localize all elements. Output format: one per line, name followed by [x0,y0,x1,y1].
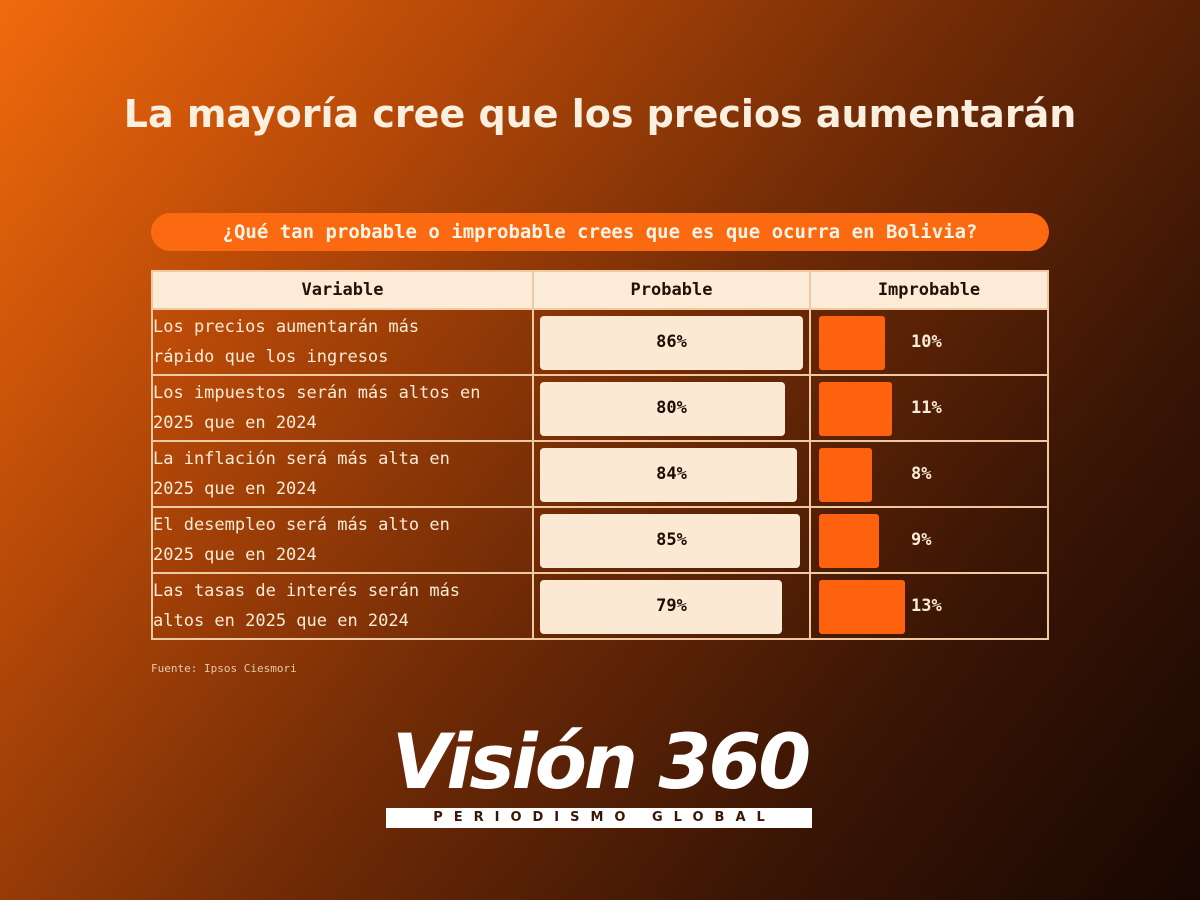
table-row: La inflación será más alta en 2025 que e… [151,440,1049,508]
probable-cell: 80% [532,374,811,442]
table-row: Los impuestos serán más altos en 2025 qu… [151,374,1049,442]
improbable-cell: 10% [809,308,1049,376]
probable-bar [540,382,785,436]
probable-cell: 86% [532,308,811,376]
probable-value-label: 85% [656,530,687,550]
survey-table: Variable Probable Improbable Los precios… [151,270,1049,640]
improbable-value-label: 10% [911,332,942,352]
probable-cell: 85% [532,506,811,574]
probable-bar [540,580,782,634]
probable-bar [540,514,800,568]
probable-value-label: 80% [656,398,687,418]
row-variable-label: Las tasas de interés serán más altos en … [151,572,534,640]
improbable-value-label: 9% [911,530,932,550]
improbable-bar [819,316,885,370]
probable-cell: 84% [532,440,811,508]
table-row: Los precios aumentarán más rápido que lo… [151,308,1049,376]
header-probable: Probable [532,270,811,310]
vision360-logo: Visión 360 PERIODISMO GLOBAL [386,722,814,828]
source-note: Fuente: Ipsos Ciesmori [151,662,297,675]
chart-title: La mayoría cree que los precios aumentar… [123,92,1077,136]
improbable-cell: 8% [809,440,1049,508]
probable-bar [540,316,803,370]
probable-value-label: 84% [656,464,687,484]
row-variable-label: Los impuestos serán más altos en 2025 qu… [151,374,534,442]
row-variable-label: El desempleo será más alto en 2025 que e… [151,506,534,574]
table-row: Las tasas de interés serán más altos en … [151,572,1049,640]
question-banner: ¿Qué tan probable o improbable crees que… [151,213,1049,251]
improbable-bar [819,580,905,634]
probable-value-label: 79% [656,596,687,616]
probable-value-label: 86% [656,332,687,352]
improbable-value-label: 11% [911,398,942,418]
header-variable: Variable [151,270,534,310]
improbable-cell: 9% [809,506,1049,574]
row-variable-label: Los precios aumentarán más rápido que lo… [151,308,534,376]
improbable-value-label: 8% [911,464,932,484]
improbable-value-label: 13% [911,596,942,616]
table-row: El desempleo será más alto en 2025 que e… [151,506,1049,574]
improbable-bar [819,382,892,436]
table-header-row: Variable Probable Improbable [151,270,1049,310]
table-body: Los precios aumentarán más rápido que lo… [151,308,1049,640]
improbable-cell: 11% [809,374,1049,442]
header-improbable: Improbable [809,270,1049,310]
improbable-cell: 13% [809,572,1049,640]
logo-wordmark: Visión 360 [391,717,811,806]
row-variable-label: La inflación será más alta en 2025 que e… [151,440,534,508]
probable-cell: 79% [532,572,811,640]
improbable-bar [819,448,872,502]
logo-tagline: PERIODISMO GLOBAL [386,808,812,828]
probable-bar [540,448,797,502]
improbable-bar [819,514,879,568]
